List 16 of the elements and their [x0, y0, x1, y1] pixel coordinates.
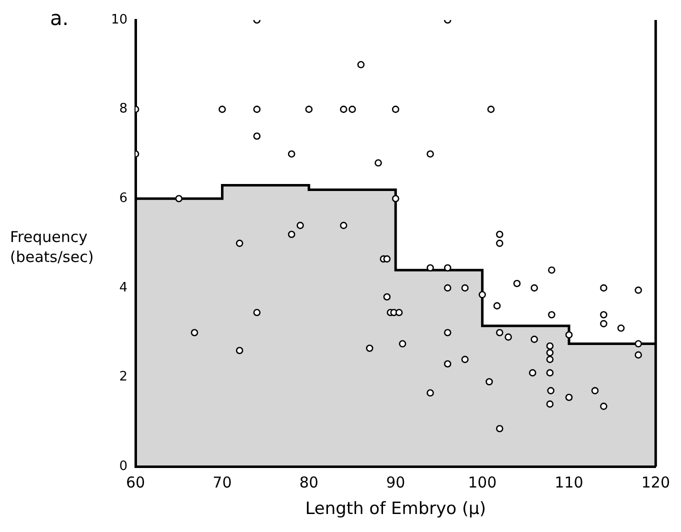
x-tick-label: 70	[212, 473, 232, 492]
y-tick-label: 4	[119, 280, 128, 296]
y-axis-title: Frequency (beats/sec)	[10, 228, 94, 266]
x-tick-label: 100	[468, 473, 497, 492]
y-tick-label: 8	[119, 102, 128, 117]
y-tick-label: 0	[119, 458, 128, 474]
x-tick-label: 120	[641, 473, 670, 492]
x-tick-label: 80	[299, 473, 318, 492]
x-tick-label: 90	[386, 473, 406, 492]
x-tick-label: 60	[126, 473, 146, 492]
chart-title: a.	[50, 6, 69, 30]
y-tick-label: 10	[110, 12, 128, 28]
y-tick-label: 2	[119, 370, 128, 385]
y-tick-label: 6	[119, 191, 128, 206]
x-tick-label: 110	[554, 473, 584, 492]
x-axis-title: Length of Embryo (μ)	[305, 499, 486, 520]
